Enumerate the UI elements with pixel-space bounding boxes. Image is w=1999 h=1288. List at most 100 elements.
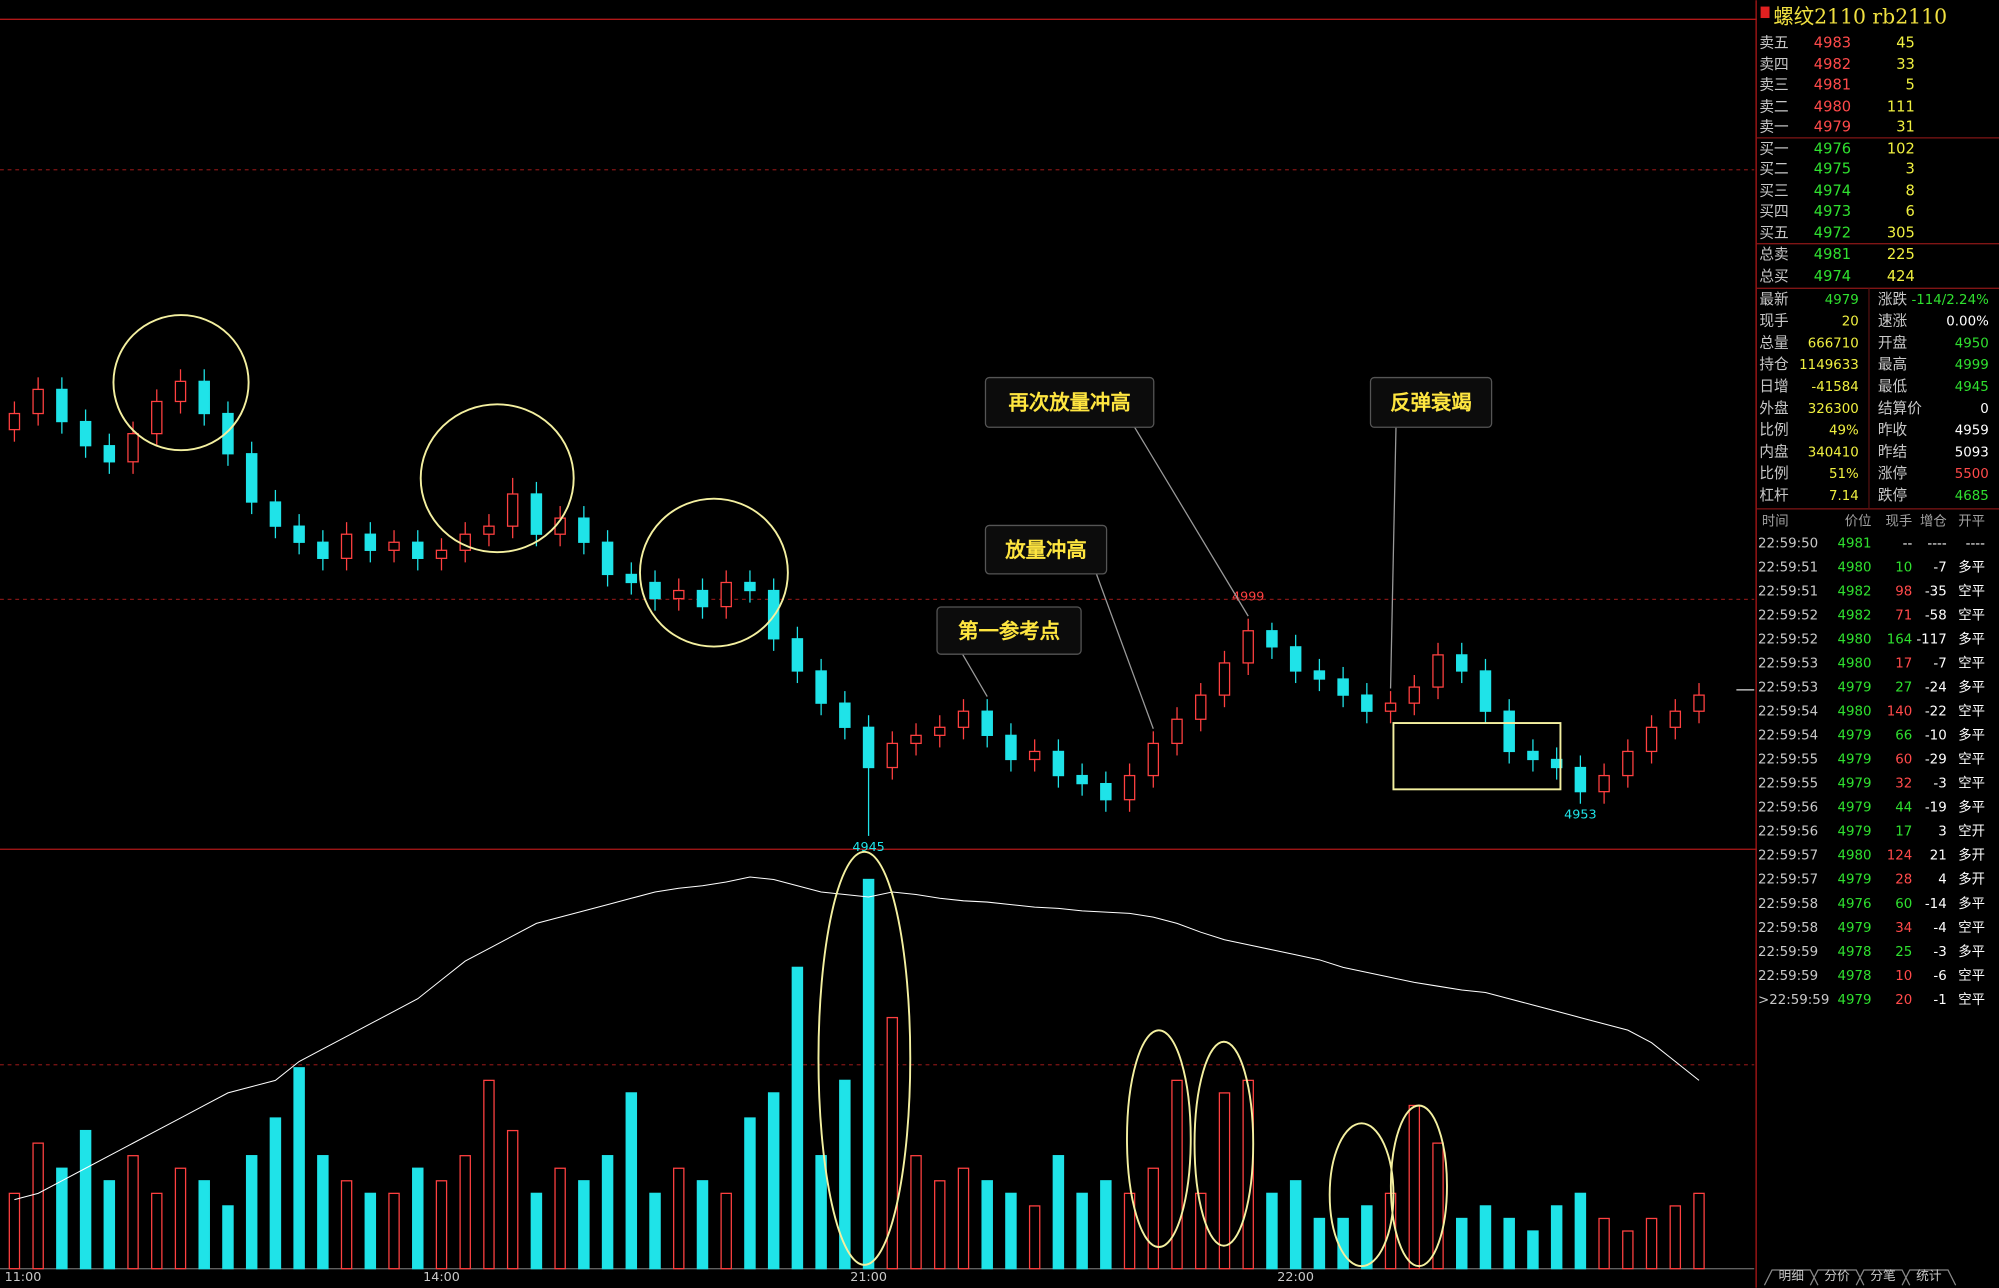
- book-label: 卖二: [1759, 98, 1788, 115]
- book-price: 4976: [1814, 140, 1851, 157]
- tick-cell: 164: [1887, 632, 1913, 647]
- tick-header: 价位: [1845, 514, 1872, 530]
- tab-label[interactable]: 统计: [1916, 1269, 1942, 1284]
- candle-body: [1384, 702, 1397, 712]
- tick-cell: 4978: [1837, 945, 1871, 960]
- volume-bar: [483, 1079, 495, 1270]
- tick-cell: >22:59:59: [1758, 993, 1829, 1008]
- volume-bar: [459, 1155, 471, 1270]
- candle-body: [269, 501, 282, 527]
- volume-bar: [1171, 1079, 1183, 1270]
- tick-cell: 22:59:58: [1758, 921, 1818, 936]
- x-tick-label: 14:00: [423, 1270, 460, 1285]
- tick-cell: 17: [1895, 656, 1912, 671]
- tick-cell: 10: [1895, 969, 1912, 984]
- tick-cell: -3: [1933, 777, 1946, 792]
- quote-value: -114/2.24%: [1911, 293, 1988, 308]
- volume-bar: [554, 1167, 566, 1270]
- tick-cell: 22:59:52: [1758, 632, 1818, 647]
- candle-body: [649, 581, 661, 600]
- book-volume: 305: [1887, 224, 1915, 241]
- highlight-ellipse: [1193, 1040, 1255, 1247]
- callout-pointer: [961, 653, 988, 697]
- candle-body: [364, 533, 377, 551]
- candle-body: [886, 742, 899, 769]
- tick-cell: 22:59:54: [1758, 705, 1818, 720]
- quote-value: 20: [1842, 315, 1859, 330]
- book-label: 卖三: [1759, 77, 1788, 94]
- quote-value: 4979: [1825, 293, 1859, 308]
- candle-body: [839, 702, 851, 728]
- volume-bar: [696, 1180, 709, 1270]
- volume-bar: [317, 1155, 329, 1270]
- candle-body: [1313, 670, 1326, 680]
- candle-body: [673, 589, 685, 600]
- quote-label: 比例: [1759, 465, 1788, 482]
- tick-cell: 124: [1887, 849, 1913, 864]
- candle-body: [1100, 782, 1112, 801]
- tick-cell: 4981: [1837, 536, 1871, 551]
- tick-cell: 44: [1895, 801, 1912, 816]
- candle-body: [1527, 750, 1539, 761]
- tab-label[interactable]: 分价: [1824, 1269, 1850, 1284]
- tick-cell: 4980: [1837, 849, 1871, 864]
- volume-bar: [174, 1167, 187, 1270]
- quote-label: 日增: [1759, 378, 1788, 395]
- tick-cell: 4979: [1837, 777, 1871, 792]
- book-price: 4980: [1814, 98, 1851, 115]
- volume-bar: [1622, 1230, 1634, 1270]
- tick-cell: 20: [1895, 993, 1912, 1008]
- low-label: 4945: [852, 840, 884, 855]
- tick-cell: 4980: [1837, 705, 1871, 720]
- quote-value: 4950: [1955, 336, 1989, 351]
- candle-body: [198, 380, 210, 415]
- volume-bar: [886, 1016, 899, 1270]
- tick-cell: 多开: [1958, 847, 1985, 864]
- volume-bar: [32, 1142, 44, 1270]
- quote-label: 外盘: [1759, 399, 1789, 417]
- tick-cell: 空平: [1958, 607, 1985, 623]
- candle-body: [1693, 694, 1705, 712]
- book-label: 买三: [1759, 182, 1788, 199]
- candle-body: [791, 638, 804, 672]
- volume-bar: [625, 1092, 638, 1270]
- volume-bar: [1645, 1217, 1658, 1270]
- volume-bar: [1527, 1230, 1539, 1270]
- volume-bar: [981, 1180, 993, 1270]
- tick-cell: 多开: [1958, 871, 1985, 888]
- tick-cell: 4980: [1837, 560, 1871, 575]
- quote-label: 涨跌: [1878, 291, 1908, 308]
- tick-cell: 22:59:58: [1758, 897, 1818, 912]
- book-label: 卖一: [1759, 119, 1789, 136]
- highlight-ellipse: [817, 850, 912, 1266]
- candle-body: [601, 541, 614, 576]
- volume-bar: [435, 1180, 448, 1270]
- candle-body: [1005, 734, 1017, 761]
- volume-bar: [578, 1180, 590, 1270]
- tab-label[interactable]: 分笔: [1870, 1268, 1896, 1284]
- tab-shape[interactable]: [1901, 1269, 1957, 1286]
- book-price: 4982: [1814, 56, 1851, 73]
- candle-body: [934, 726, 946, 736]
- tick-cell: 4976: [1837, 897, 1871, 912]
- volume-bar: [1266, 1192, 1278, 1270]
- candle-body: [981, 710, 993, 736]
- callout-box: [1369, 376, 1493, 428]
- tick-cell: -58: [1925, 608, 1947, 623]
- candle-body: [1361, 694, 1373, 712]
- volume-bar: [56, 1167, 68, 1270]
- volume-bar: [791, 966, 804, 1270]
- tick-cell: 22:59:59: [1758, 969, 1818, 984]
- volume-bar: [340, 1180, 353, 1270]
- volume-bar: [1456, 1217, 1468, 1270]
- volume-bar: [1408, 1104, 1421, 1270]
- tick-cell: 4979: [1837, 753, 1871, 768]
- quote-value: -41584: [1811, 380, 1858, 395]
- candle-body: [815, 670, 827, 704]
- book-price: 4983: [1814, 35, 1851, 52]
- volume-bar: [1432, 1142, 1444, 1270]
- volume-bar: [1028, 1205, 1041, 1270]
- tick-cell: 4979: [1837, 921, 1871, 936]
- tab-label[interactable]: 明细: [1778, 1269, 1803, 1284]
